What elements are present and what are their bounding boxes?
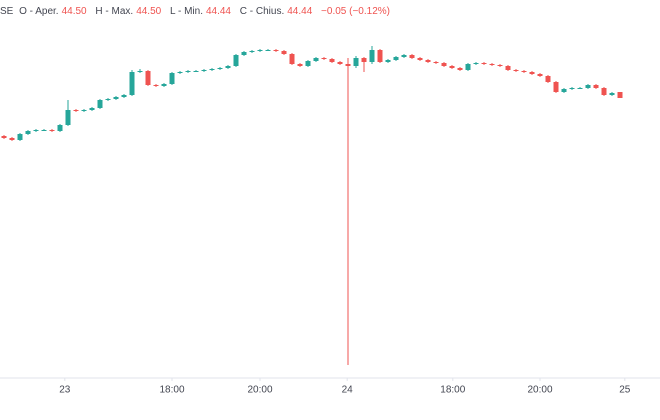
- candle-body: [353, 58, 359, 66]
- candle-body: [49, 130, 55, 131]
- candle-body: [337, 62, 343, 64]
- candle-body: [17, 134, 23, 140]
- candle-body: [409, 55, 415, 58]
- change: −0.05 (−0.12%): [321, 6, 390, 17]
- candle-body: [193, 71, 199, 72]
- candle-body: [521, 71, 527, 72]
- candle-body: [361, 58, 367, 62]
- candle-body: [233, 55, 239, 66]
- candle-body: [401, 55, 407, 57]
- candle-body: [465, 64, 471, 70]
- open-label: O - Aper.: [19, 6, 59, 17]
- candle-body: [489, 64, 495, 65]
- candle-body: [377, 50, 383, 62]
- candle-body: [297, 64, 303, 66]
- candle-body: [457, 68, 463, 70]
- candle-body: [145, 71, 151, 85]
- candle-body: [345, 64, 351, 66]
- candle-body: [1, 136, 7, 138]
- candle-body: [497, 65, 503, 66]
- high-label: H - Max.: [95, 6, 134, 17]
- candle-body: [593, 85, 599, 88]
- candle-body: [569, 88, 575, 89]
- candle-body: [209, 69, 215, 70]
- candle-body: [329, 59, 335, 62]
- candle-body: [617, 92, 623, 98]
- x-tick-label: 23: [59, 385, 71, 396]
- candle-body: [545, 76, 551, 82]
- candle-body: [553, 82, 559, 92]
- candle-body: [441, 63, 447, 66]
- candle-body: [121, 95, 127, 97]
- candle-body: [473, 63, 479, 64]
- candle-body: [65, 110, 71, 125]
- low-value: 44.44: [205, 6, 231, 17]
- candle-body: [305, 61, 311, 66]
- candle-body: [241, 52, 247, 55]
- candle-body: [257, 50, 263, 51]
- candle-body: [433, 62, 439, 63]
- candle-body: [249, 51, 255, 52]
- candle-body: [393, 57, 399, 60]
- x-tick-label: 25: [619, 385, 631, 396]
- candle-body: [185, 71, 191, 72]
- candle-body: [265, 50, 271, 51]
- candle-body: [449, 66, 455, 68]
- candle-body: [513, 70, 519, 71]
- x-tick-label: 24: [342, 385, 354, 396]
- candle-body: [273, 50, 279, 51]
- candle-body: [129, 72, 135, 95]
- candle-body: [321, 58, 327, 59]
- candle-body: [169, 73, 175, 84]
- candle-body: [601, 88, 607, 95]
- candle-body: [81, 110, 87, 111]
- candle-body: [577, 88, 583, 89]
- legend-header: SE O - Aper. 44.50 H - Max. 44.50 L - Min.…: [0, 6, 396, 17]
- candle-body: [9, 138, 15, 140]
- candle-body: [481, 63, 487, 64]
- candle-body: [217, 68, 223, 69]
- candle-body: [537, 74, 543, 76]
- candle-body: [177, 72, 183, 73]
- candle-body: [33, 130, 39, 131]
- candle-body: [201, 70, 207, 71]
- candle-body: [385, 60, 391, 62]
- candle-body: [113, 97, 119, 99]
- close-label: C - Chius.: [239, 6, 285, 17]
- candle-body: [505, 66, 511, 70]
- candle-body: [161, 84, 167, 86]
- x-tick-label: 20:00: [527, 385, 552, 396]
- candle-body: [425, 60, 431, 62]
- candle-body: [609, 93, 615, 95]
- candle-body: [281, 51, 287, 54]
- candle-body: [73, 110, 79, 111]
- candle-body: [529, 72, 535, 74]
- candle-body: [105, 99, 111, 100]
- candle-body: [57, 125, 63, 131]
- candle-body: [417, 58, 423, 60]
- x-tick-label: 18:00: [440, 385, 465, 396]
- candle-body: [369, 50, 375, 62]
- candle-body: [585, 85, 591, 88]
- candle-body: [561, 89, 567, 92]
- candle-body: [97, 100, 103, 108]
- low-label: L - Min.: [170, 6, 203, 17]
- x-tick-label: 18:00: [159, 385, 184, 396]
- candle-body: [153, 85, 159, 86]
- candle-body: [289, 54, 295, 64]
- candle-body: [225, 66, 231, 68]
- close-value: 44.44: [287, 6, 313, 17]
- symbol: SE: [0, 6, 14, 17]
- candle-body: [313, 58, 319, 61]
- high-value: 44.50: [136, 6, 162, 17]
- x-tick-label: 20:00: [247, 385, 272, 396]
- open-value: 44.50: [61, 6, 87, 17]
- candle-body: [25, 131, 31, 134]
- candle-body: [137, 71, 143, 72]
- candle-body: [89, 108, 95, 110]
- candle-body: [41, 130, 47, 131]
